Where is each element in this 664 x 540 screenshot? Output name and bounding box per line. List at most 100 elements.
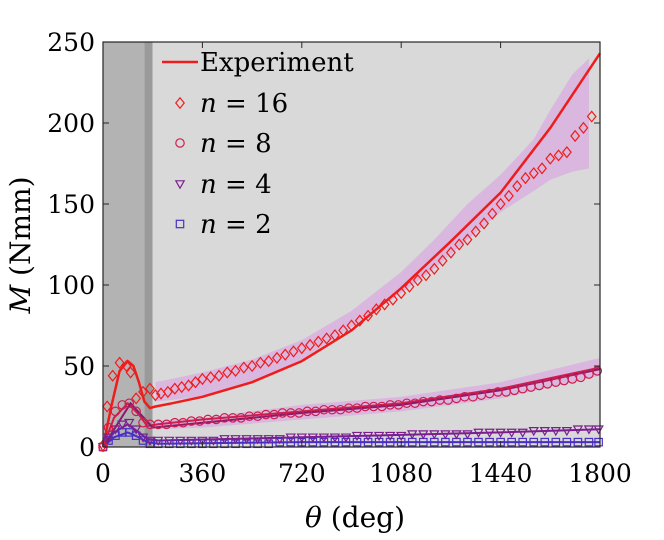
point-n16-43 bbox=[421, 269, 432, 282]
point-n4-17 bbox=[252, 435, 263, 445]
point-n16-51 bbox=[487, 207, 498, 220]
point-n16-27 bbox=[288, 345, 299, 358]
point-n16-19 bbox=[222, 366, 233, 379]
point-n2-27 bbox=[363, 437, 373, 447]
point-n4-8 bbox=[152, 436, 164, 446]
point-n16-59 bbox=[553, 149, 564, 162]
point-n4-23 bbox=[318, 433, 330, 443]
x-axis-label: θ (deg) bbox=[305, 501, 405, 534]
point-n2-45 bbox=[562, 437, 572, 447]
point-n4-2 bbox=[110, 425, 121, 435]
point-n16-33 bbox=[338, 324, 349, 337]
point-n2-19 bbox=[275, 437, 285, 447]
point-n16-17 bbox=[205, 371, 216, 384]
point-n16-6 bbox=[131, 392, 142, 405]
point-n16-63 bbox=[586, 110, 597, 123]
point-n16-55 bbox=[520, 171, 531, 185]
point-n4-12 bbox=[197, 436, 208, 446]
point-n4-7 bbox=[144, 436, 156, 446]
uncertainty-bands bbox=[155, 58, 600, 430]
point-n16-52 bbox=[495, 197, 506, 211]
experiment-line bbox=[101, 52, 602, 448]
legend: Experiment n = 16 n = 8 n = 4 n = 2 bbox=[162, 48, 354, 240]
point-n2-24 bbox=[330, 437, 340, 447]
legend-label-n4: n = 4 bbox=[200, 170, 272, 200]
point-n16-54 bbox=[512, 180, 523, 193]
point-n4-25 bbox=[340, 433, 352, 443]
point-n16-53 bbox=[503, 189, 514, 203]
point-n16-40 bbox=[396, 286, 407, 300]
point-n16-42 bbox=[412, 273, 423, 287]
point-n16-49 bbox=[470, 225, 481, 238]
legend-label-n16: n = 16 bbox=[200, 89, 288, 119]
region-mid-gray bbox=[144, 42, 153, 447]
point-n4-24 bbox=[329, 433, 341, 443]
point-n2-44 bbox=[551, 437, 561, 447]
point-n4-9 bbox=[164, 436, 175, 446]
point-n4-10 bbox=[175, 436, 186, 446]
y-tick-label-0: 0 bbox=[79, 433, 95, 462]
point-n16-20 bbox=[230, 364, 241, 378]
point-n2-38 bbox=[485, 437, 494, 447]
point-n2-46 bbox=[573, 437, 583, 447]
point-n4-4 bbox=[124, 418, 135, 429]
point-n4-6 bbox=[137, 433, 149, 443]
point-n16-18 bbox=[213, 369, 224, 382]
point-n4-19 bbox=[274, 435, 285, 445]
point-n8-3 bbox=[117, 400, 128, 410]
point-n16-7 bbox=[138, 385, 149, 399]
point-n16-38 bbox=[379, 298, 390, 311]
point-n16-3 bbox=[114, 356, 125, 369]
point-n16-14 bbox=[183, 379, 194, 392]
y-tick-label-4: 200 bbox=[47, 109, 95, 138]
y-tick-label-1: 50 bbox=[63, 352, 95, 381]
point-n4-39 bbox=[495, 428, 506, 438]
point-n16-32 bbox=[329, 329, 340, 342]
point-n2-1 bbox=[104, 436, 113, 445]
x-tick-label-4: 1440 bbox=[469, 459, 533, 488]
point-n16-28 bbox=[296, 342, 307, 355]
legend-swatch-n8 bbox=[175, 138, 185, 148]
point-n16-34 bbox=[346, 319, 357, 332]
point-n16-4 bbox=[121, 359, 132, 373]
point-n16-35 bbox=[354, 314, 365, 327]
point-n4-11 bbox=[186, 436, 197, 446]
point-n4-41 bbox=[517, 428, 528, 438]
point-n4-34 bbox=[440, 430, 451, 440]
point-n16-9 bbox=[150, 389, 161, 402]
point-n8-5 bbox=[131, 406, 141, 417]
point-n16-5 bbox=[125, 366, 136, 379]
legend-swatch-n16 bbox=[175, 96, 185, 110]
point-n16-62 bbox=[578, 121, 589, 135]
point-n16-48 bbox=[462, 233, 473, 246]
point-n4-42 bbox=[528, 427, 539, 437]
point-n2-43 bbox=[540, 437, 550, 447]
point-n16-16 bbox=[197, 372, 208, 386]
point-n4-48 bbox=[593, 425, 604, 435]
x-tick-label-0: 0 bbox=[95, 459, 111, 488]
x-tick-label-1: 360 bbox=[179, 459, 227, 488]
point-n8-60 bbox=[584, 369, 594, 379]
point-n2-23 bbox=[319, 437, 329, 447]
point-n2-25 bbox=[341, 437, 351, 447]
point-n4-5 bbox=[130, 425, 142, 435]
point-n4-45 bbox=[561, 427, 573, 437]
point-n2-20 bbox=[286, 437, 296, 447]
point-n16-1 bbox=[102, 400, 113, 413]
point-n4-31 bbox=[407, 430, 418, 440]
point-n16-25 bbox=[271, 351, 282, 365]
point-n16-50 bbox=[479, 217, 490, 230]
point-n4-18 bbox=[263, 435, 274, 445]
point-n16-45 bbox=[437, 254, 448, 267]
point-n16-21 bbox=[238, 361, 249, 374]
point-n4-21 bbox=[296, 433, 308, 443]
point-n4-30 bbox=[395, 431, 407, 442]
point-n2-28 bbox=[374, 437, 384, 447]
point-n4-26 bbox=[351, 431, 363, 442]
region-dark-gray bbox=[103, 42, 145, 447]
point-n16-8 bbox=[144, 382, 155, 395]
point-n4-20 bbox=[285, 433, 296, 443]
point-n4-1 bbox=[103, 433, 114, 443]
legend-swatch-n4 bbox=[174, 180, 186, 190]
